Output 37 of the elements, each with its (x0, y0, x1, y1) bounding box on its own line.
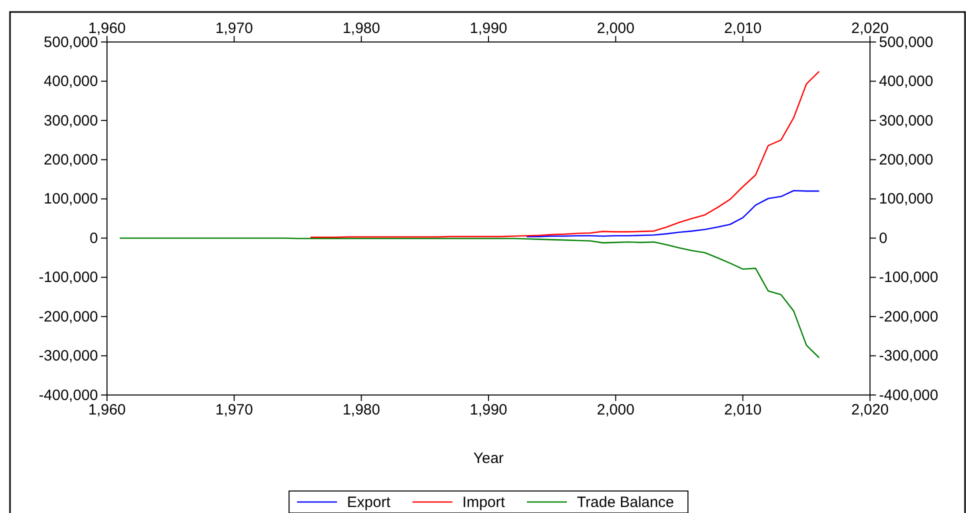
x2-tick-label: 1,980 (342, 402, 380, 419)
x2-tick-label: 2,000 (596, 402, 634, 419)
x-axis-title: Year (473, 450, 504, 467)
line-series (526, 190, 820, 238)
x2-tick-label: 2,020 (851, 402, 889, 419)
y2-tick-label: -100,000 (879, 269, 938, 286)
x2-tick-label: 2,010 (724, 402, 762, 419)
y-tick-label: 200,000 (44, 151, 98, 168)
y-tick-label: 0 (90, 230, 98, 247)
y-tick-label: -400,000 (38, 386, 98, 404)
x-tick-label: 2,010 (724, 20, 762, 37)
y2-tick-label: 200,000 (879, 151, 934, 168)
y2-tick-label: -200,000 (879, 308, 938, 326)
y2-tick-label: 0 (879, 230, 888, 247)
y2-tick-label: 400,000 (879, 73, 934, 90)
y-tick-label: 400,000 (44, 73, 98, 90)
line-series (310, 70, 820, 238)
x2-tick-label: 1,970 (215, 402, 253, 419)
x2-tick-label: 1,990 (470, 402, 508, 419)
legend-label: Export (347, 494, 392, 511)
x-tick-label: 1,970 (215, 20, 253, 37)
y-tick-label: -100,000 (38, 269, 98, 286)
y2-tick-label: 100,000 (879, 190, 934, 208)
y-tick-label: 300,000 (44, 112, 98, 130)
legend-label: Import (462, 494, 506, 511)
y-tick-label: 100,000 (44, 190, 98, 208)
legend-label: Trade Balance (576, 494, 674, 511)
x-tick-label: 1,980 (342, 20, 380, 37)
x-tick-label: 2,000 (596, 20, 634, 37)
y-tick-label: -200,000 (38, 308, 98, 326)
x2-tick-label: 1,960 (88, 402, 126, 419)
y2-tick-label: -300,000 (879, 348, 938, 365)
line-series (119, 237, 820, 358)
y-tick-label: -300,000 (38, 348, 98, 365)
y2-tick-label: 300,000 (879, 112, 934, 130)
y2-tick-label: -400,000 (879, 386, 938, 404)
x-tick-label: 1,990 (470, 20, 508, 37)
